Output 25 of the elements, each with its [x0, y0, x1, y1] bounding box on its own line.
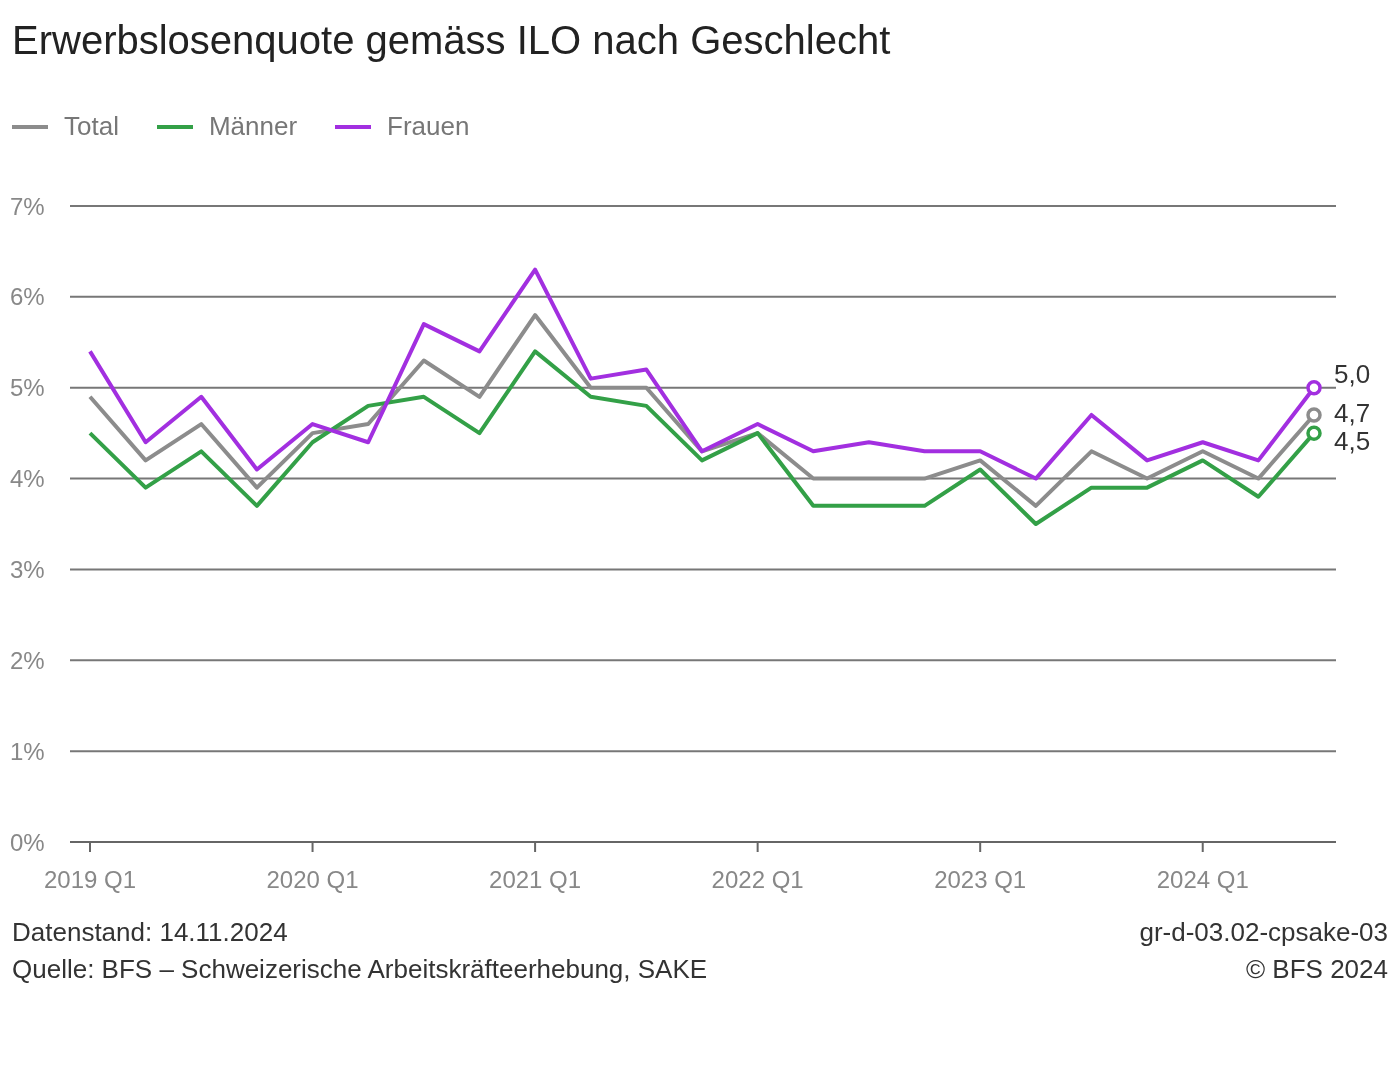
data-label: 4,7 — [1334, 397, 1371, 428]
data-label: 5,0 — [1334, 358, 1371, 389]
x-tick-label: 2022 Q1 — [711, 866, 804, 893]
text: © BFS 2024 — [1245, 953, 1388, 986]
text: gr-d-03.02-cpsake-03 — [1139, 916, 1388, 949]
y-tick-label: 6% — [10, 283, 45, 311]
y-tick-label: 4% — [10, 465, 45, 493]
x-tick-label: 2021 Q1 — [489, 866, 582, 893]
y-tick-label: 3% — [10, 555, 45, 583]
x-tick-label: 2020 Q1 — [266, 866, 359, 893]
y-tick-label: 2% — [10, 646, 45, 674]
y-tick-label: 5% — [10, 374, 45, 402]
x-tick-label: 2023 Q1 — [934, 866, 1027, 893]
text: Datenstand: 14.11.2024 — [12, 916, 289, 949]
data-label: 4,5 — [1334, 426, 1371, 457]
legend-label: Männer — [208, 111, 298, 142]
source-note: Quelle: BFS – Schweizerische Arbeitskräfteerhebung, SAKE — [12, 953, 708, 986]
legend-label: Frauen — [387, 111, 470, 142]
legend-label: Total — [64, 111, 119, 142]
y-tick-label: 1% — [10, 737, 45, 765]
chart-title: Erwerbslosenquote gemäss ILO nach Geschlecht — [11, 17, 892, 63]
y-tick-label: 0% — [10, 828, 45, 856]
x-tick-label: 2019 Q1 — [43, 866, 137, 893]
x-tick-label: 2024 Q1 — [1156, 866, 1249, 893]
y-tick-label: 7% — [10, 192, 45, 220]
